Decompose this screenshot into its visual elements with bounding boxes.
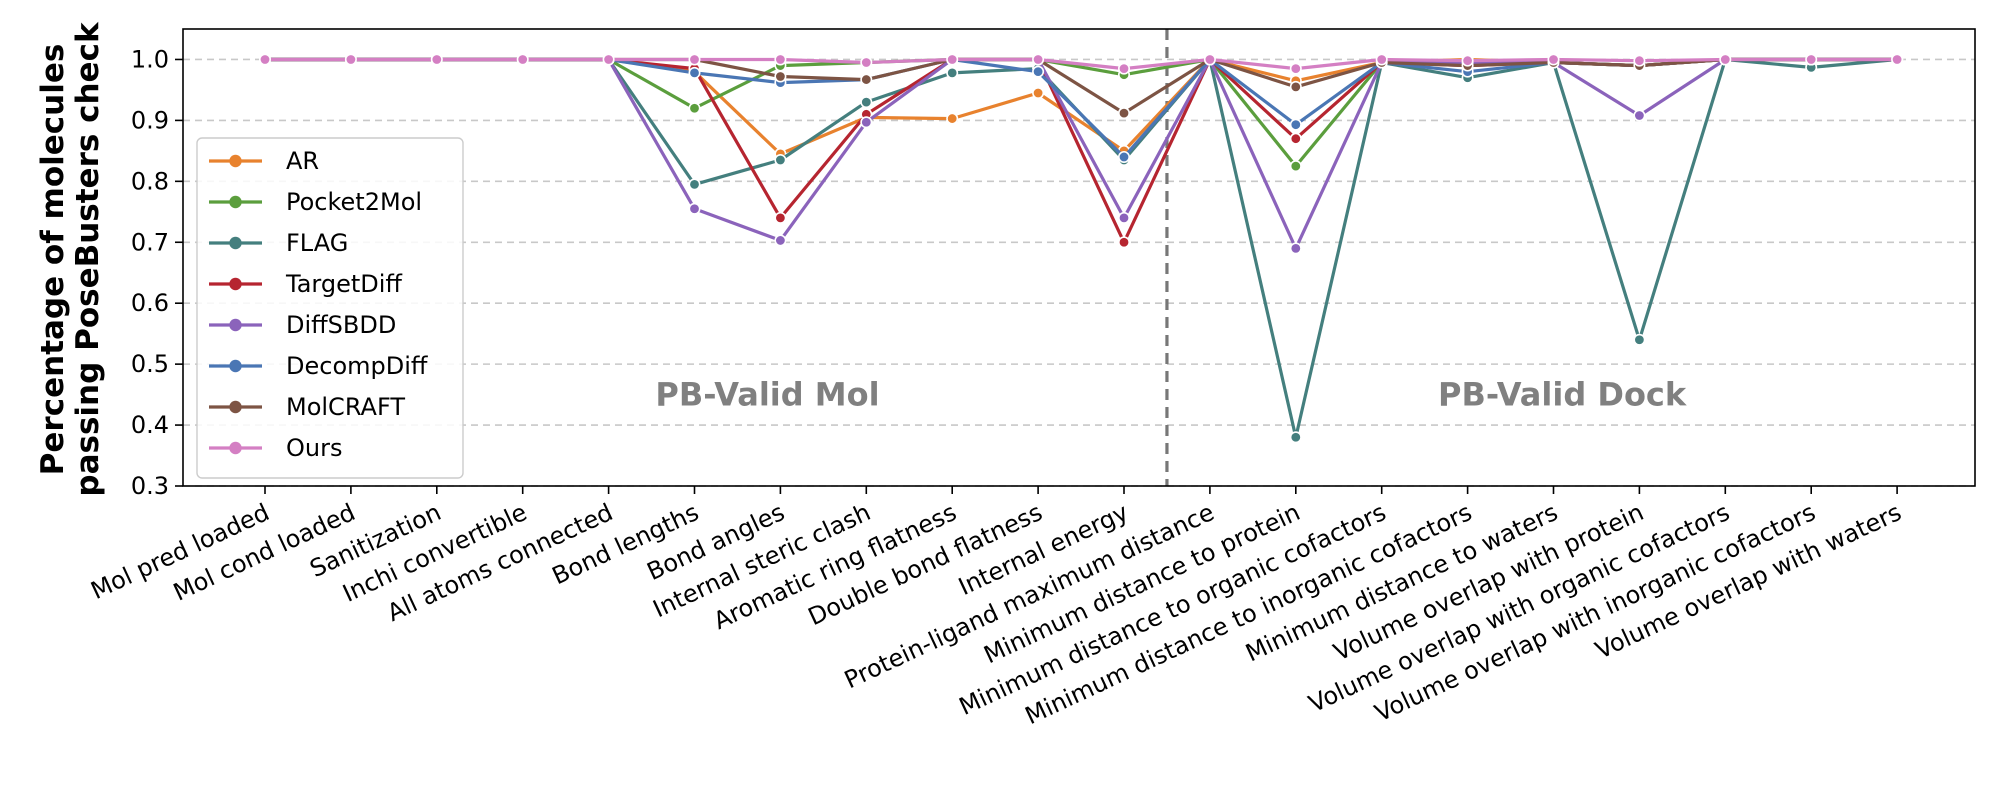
data-point: [688, 178, 701, 191]
legend-item: AR: [209, 147, 319, 175]
legend-label: Pocket2Mol: [286, 188, 422, 216]
data-point: [688, 66, 701, 79]
legend-item: MolCRAFT: [209, 393, 405, 421]
data-point: [1032, 53, 1045, 66]
data-point: [774, 234, 787, 247]
data-point: [1805, 53, 1818, 66]
legend-marker: [229, 195, 242, 209]
data-point: [774, 53, 787, 66]
series-lines: [258, 53, 1904, 444]
data-point: [1289, 160, 1302, 173]
data-point: [946, 66, 959, 79]
data-point: [688, 102, 701, 115]
data-point: [1719, 53, 1732, 66]
series-ar: [258, 53, 1904, 160]
data-point: [1118, 62, 1131, 75]
legend-label: FLAG: [286, 229, 348, 257]
data-point: [1289, 431, 1302, 444]
legend-marker: [229, 277, 242, 291]
data-point: [946, 53, 959, 66]
data-point: [860, 73, 873, 86]
data-point: [1289, 62, 1302, 75]
data-point: [774, 211, 787, 224]
data-point: [1203, 53, 1216, 66]
y-axis-ticks: 0.3 0.4 0.5 0.6 0.7 0.8 0.9 1.0: [131, 45, 183, 500]
data-point: [1118, 236, 1131, 249]
data-point: [1547, 53, 1560, 66]
legend-label: DiffSBDD: [286, 311, 396, 339]
legend-label: AR: [286, 147, 319, 175]
data-point: [344, 53, 357, 66]
data-point: [774, 154, 787, 167]
data-point: [1461, 54, 1474, 67]
y-tick-label: 0.7: [131, 228, 169, 256]
data-point: [1032, 86, 1045, 99]
series-ours: [258, 53, 1904, 75]
legend-item: DiffSBDD: [209, 311, 396, 339]
data-point: [1118, 107, 1131, 120]
series-line: [265, 57, 1898, 71]
legend-marker: [229, 359, 242, 373]
legend-marker: [229, 318, 242, 332]
data-point: [1289, 118, 1302, 131]
y-axis-label-line: passing PoseBusters check: [70, 21, 106, 497]
data-point: [1633, 54, 1646, 67]
data-point: [946, 112, 959, 125]
data-point: [860, 116, 873, 129]
data-point: [1289, 80, 1302, 93]
data-point: [860, 56, 873, 69]
legend-marker: [229, 154, 242, 168]
data-point: [1118, 211, 1131, 224]
legend-item: FLAG: [209, 229, 348, 257]
series-decompdiff: [258, 53, 1904, 163]
legend-label: Ours: [286, 434, 342, 462]
legend-item: Pocket2Mol: [209, 188, 422, 216]
data-point: [688, 53, 701, 66]
legend-label: TargetDiff: [285, 270, 402, 298]
y-tick-label: 0.3: [131, 472, 169, 500]
data-point: [1032, 65, 1045, 78]
region-label: PB-Valid Dock: [1438, 376, 1687, 414]
data-point: [1118, 150, 1131, 163]
y-tick-label: 0.6: [131, 289, 169, 317]
y-tick-label: 1.0: [131, 45, 169, 73]
data-point: [1289, 242, 1302, 255]
data-point: [602, 53, 615, 66]
legend-marker: [229, 236, 242, 250]
legend-item: DecompDiff: [209, 352, 428, 380]
data-point: [1633, 333, 1646, 346]
region-labels: PB-Valid Mol PB-Valid Dock: [655, 376, 1686, 414]
y-axis-label-line: Percentage of molecules: [35, 44, 71, 476]
legend: AR Pocket2Mol FLAG TargetDiff DiffSBDD Decomp…: [196, 137, 464, 479]
legend-label: MolCRAFT: [286, 393, 405, 421]
y-tick-label: 0.5: [131, 350, 169, 378]
data-point: [1375, 53, 1388, 66]
y-tick-label: 0.4: [131, 411, 169, 439]
series-targetdiff: [258, 53, 1904, 249]
legend-item: TargetDiff: [209, 270, 402, 298]
legend-marker: [229, 441, 242, 455]
y-tick-label: 0.9: [131, 106, 169, 134]
data-point: [1633, 109, 1646, 122]
region-label: PB-Valid Mol: [655, 376, 879, 414]
legend-item: Ours: [209, 434, 342, 462]
data-point: [516, 53, 529, 66]
data-point: [258, 53, 271, 66]
plot-frame: [182, 28, 1976, 487]
legend-label: DecompDiff: [286, 352, 428, 380]
data-point: [1891, 53, 1904, 66]
data-point: [688, 202, 701, 215]
legend-box: [196, 137, 464, 479]
data-point: [774, 70, 787, 83]
y-tick-label: 0.8: [131, 167, 169, 195]
data-point: [860, 96, 873, 109]
y-axis-label: Percentage of molecules passing PoseBuste…: [35, 21, 106, 497]
legend-marker: [229, 400, 242, 414]
data-point: [1289, 132, 1302, 145]
data-point: [430, 53, 443, 66]
